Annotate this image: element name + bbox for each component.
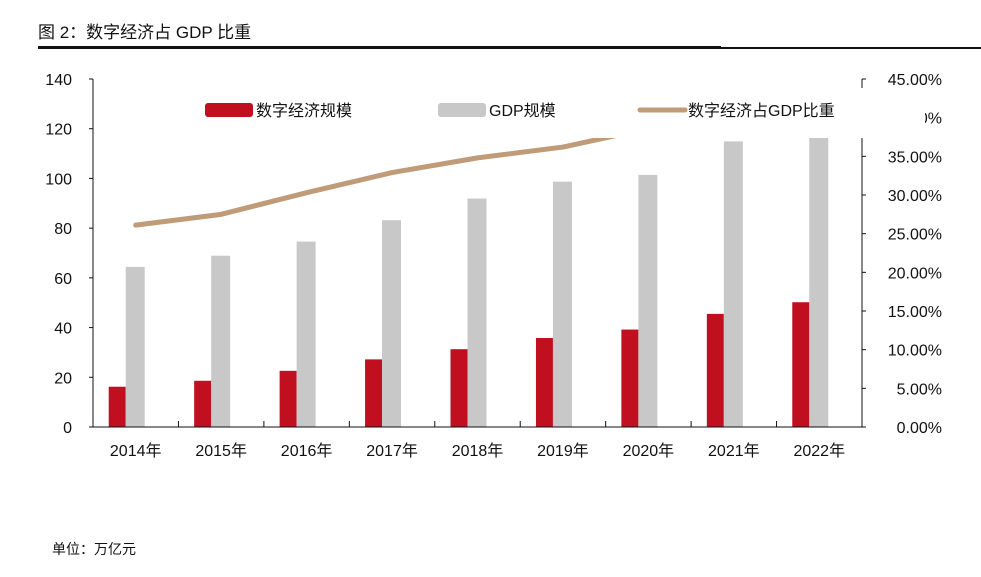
right-tick-label: 5.00% (897, 381, 942, 398)
legend-label-gdp: GDP规模 (489, 102, 556, 120)
x-tick-label: 2019年 (537, 442, 589, 460)
bar-digital-economy (108, 386, 126, 427)
bar-gdp (382, 220, 402, 427)
right-tick-label: 35.00% (888, 149, 942, 166)
bar-gdp (809, 138, 829, 427)
right-tick-label: 0.00% (897, 420, 942, 437)
x-tick-label: 2020年 (623, 442, 675, 460)
x-tick-label: 2016年 (281, 442, 333, 460)
bar-digital-economy (535, 338, 553, 427)
chart-title: 图 2：数字经济占 GDP 比重 (38, 23, 252, 42)
bar-gdp (723, 141, 743, 428)
left-tick-label: 80 (54, 221, 72, 238)
left-tick-label: 60 (54, 271, 72, 288)
unit-note: 单位：万亿元 (52, 541, 136, 557)
left-tick-label: 120 (45, 122, 72, 139)
left-tick-label: 100 (45, 171, 72, 188)
left-tick-label: 40 (54, 321, 72, 338)
legend-swatch-digital (205, 103, 253, 117)
right-tick-label: 10.00% (888, 343, 942, 360)
x-tick-label: 2018年 (452, 442, 504, 460)
legend-swatch-gdp (438, 103, 486, 117)
x-tick-label: 2014年 (110, 442, 162, 460)
bar-gdp (638, 174, 658, 427)
x-tick-label: 2022年 (793, 442, 845, 460)
title-rule-thin (721, 47, 981, 49)
bar-digital-economy (706, 313, 724, 427)
legend-label-share: 数字经济占GDP比重 (688, 102, 835, 120)
right-tick-label: 20.00% (888, 265, 942, 282)
bar-digital-economy (621, 329, 639, 427)
right-tick-label: 45.00% (888, 72, 942, 89)
x-tick-label: 2015年 (195, 442, 247, 460)
legend-box (180, 88, 925, 138)
x-tick-label: 2017年 (366, 442, 418, 460)
bar-digital-economy (279, 370, 297, 427)
bar-gdp (211, 255, 231, 427)
right-tick-label: 30.00% (888, 188, 942, 205)
x-tick-label: 2021年 (708, 442, 760, 460)
right-tick-label: 25.00% (888, 227, 942, 244)
left-tick-label: 0 (63, 420, 72, 437)
bar-digital-economy (194, 380, 212, 427)
bar-gdp (296, 241, 316, 427)
bar-gdp (552, 181, 572, 427)
legend-label-digital: 数字经济规模 (256, 102, 352, 120)
bar-digital-economy (450, 349, 468, 427)
bar-gdp (467, 198, 487, 427)
left-tick-label: 20 (54, 370, 72, 387)
title-rule (38, 46, 721, 49)
left-tick-label: 140 (45, 72, 72, 89)
right-tick-label: 15.00% (888, 304, 942, 321)
bar-digital-economy (792, 302, 810, 427)
bar-digital-economy (365, 359, 383, 427)
bar-gdp (125, 266, 145, 427)
